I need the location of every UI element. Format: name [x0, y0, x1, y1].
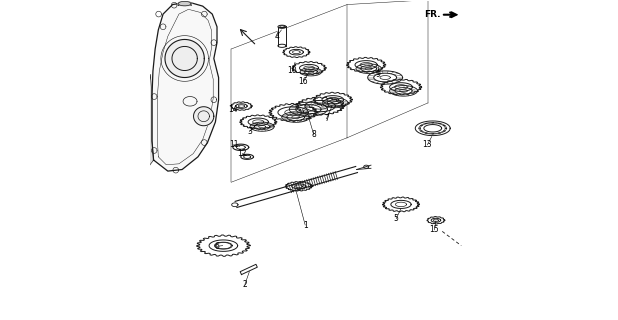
Text: 16: 16 [298, 77, 308, 86]
Text: 8: 8 [311, 130, 316, 139]
Text: 14: 14 [229, 105, 239, 114]
Polygon shape [240, 115, 277, 129]
Polygon shape [235, 166, 357, 207]
Polygon shape [148, 74, 153, 166]
Polygon shape [193, 107, 214, 126]
Text: 13: 13 [423, 140, 432, 149]
Polygon shape [289, 102, 328, 116]
Polygon shape [250, 122, 274, 131]
Text: 3: 3 [247, 127, 252, 136]
Polygon shape [278, 27, 286, 46]
Text: 2: 2 [242, 280, 247, 289]
Text: 11: 11 [229, 140, 239, 149]
Polygon shape [233, 144, 248, 150]
Polygon shape [368, 71, 402, 84]
Polygon shape [197, 235, 250, 256]
Polygon shape [165, 39, 205, 77]
Polygon shape [282, 112, 310, 122]
Text: FR.: FR. [424, 10, 441, 19]
Polygon shape [296, 97, 344, 115]
Text: 12: 12 [238, 149, 247, 158]
Text: 9: 9 [376, 70, 381, 79]
Polygon shape [240, 264, 257, 275]
Polygon shape [269, 103, 317, 121]
Text: 7: 7 [324, 114, 329, 123]
Polygon shape [286, 181, 312, 191]
Polygon shape [278, 25, 286, 28]
Polygon shape [427, 217, 445, 224]
Polygon shape [323, 98, 348, 108]
Polygon shape [313, 92, 352, 107]
Polygon shape [356, 64, 381, 74]
Polygon shape [381, 79, 421, 95]
Polygon shape [241, 154, 253, 159]
Text: 10: 10 [288, 66, 297, 75]
Text: 4: 4 [274, 32, 279, 41]
Text: 15: 15 [430, 225, 439, 234]
Polygon shape [300, 68, 322, 76]
Polygon shape [347, 57, 386, 72]
Polygon shape [292, 61, 326, 75]
Polygon shape [383, 197, 420, 212]
Text: 1: 1 [303, 220, 308, 229]
Polygon shape [179, 2, 191, 5]
Text: 5: 5 [394, 214, 399, 223]
Text: 6: 6 [214, 242, 219, 251]
Polygon shape [389, 85, 418, 96]
Polygon shape [283, 47, 310, 58]
Polygon shape [231, 102, 252, 110]
Polygon shape [415, 121, 450, 136]
Polygon shape [179, 1, 191, 6]
Polygon shape [152, 2, 219, 171]
